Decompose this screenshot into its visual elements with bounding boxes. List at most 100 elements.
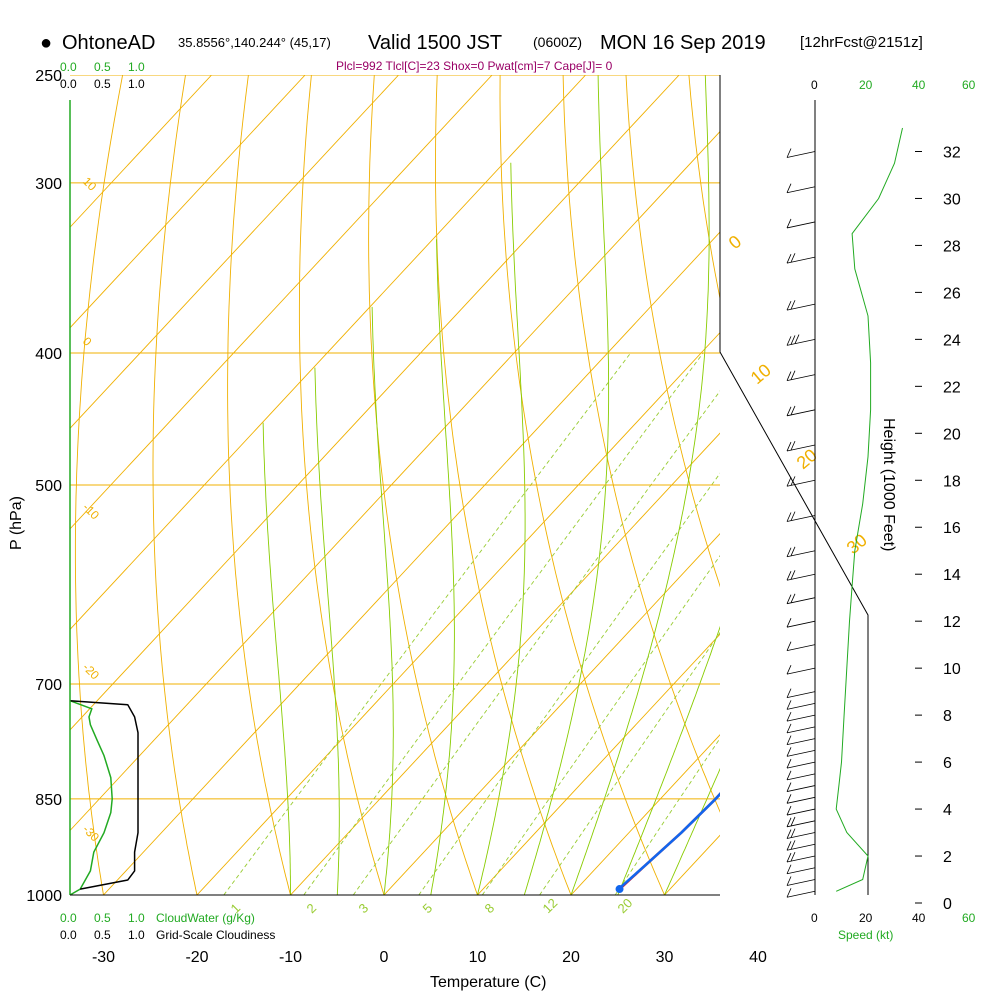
wind-barb-flag [786, 735, 792, 745]
wind-barb-flag [790, 593, 796, 603]
header: ● OhtoneAD 35.8556°,140.244° (45,17) Val… [40, 32, 923, 73]
chart-right-boundary [719, 75, 869, 895]
mixing-ratio-label: 20 [615, 895, 636, 916]
site-coords: 35.8556°,140.244° (45,17) [178, 35, 331, 50]
dry-adiabat [752, 75, 1000, 895]
cw-top-tick-0: 0.0 [60, 60, 77, 74]
height-tick-label: 10 [943, 661, 961, 678]
isotherm-label: 10 [80, 174, 100, 194]
temperature-tick-label: 10 [469, 949, 487, 966]
moist-adiabat [617, 625, 720, 896]
moist-adiabat [523, 75, 610, 896]
wind-barb-flag [790, 335, 796, 345]
height-tick-label: 28 [943, 238, 961, 255]
moist-adiabat [314, 367, 340, 896]
pressure-tick-label: 250 [35, 68, 62, 85]
wind-barb-flag [786, 183, 792, 193]
dry-adiabat [688, 75, 720, 301]
mixing-ratio-label: 8 [482, 900, 498, 916]
mixing-ratio-line [539, 631, 720, 896]
wind-barb-flag [786, 817, 792, 827]
cw-bottom-tick-2: 1.0 [128, 911, 145, 925]
moist-adiabat [262, 422, 291, 895]
wind-barb-flag [786, 441, 792, 452]
cw-bottom-label: CloudWater (g/Kg) [156, 911, 255, 925]
pressure-axis-label: P (hPa) [8, 496, 25, 550]
wind-barb-flag [790, 370, 796, 380]
gsc-top-tick-1: 0.5 [94, 77, 111, 91]
gsc-bottom-tick-1: 0.5 [94, 928, 111, 942]
wind-barb-flag [786, 711, 792, 722]
mixing-ratio-line [418, 472, 720, 896]
moist-adiabat [477, 162, 526, 896]
height-tick-label: 22 [943, 379, 961, 396]
dry-adiabat [562, 75, 720, 813]
height-tick-label: 4 [943, 802, 952, 819]
wind-barb-flag [786, 770, 792, 780]
wind-barb [786, 890, 816, 898]
wind-barb-flag [786, 477, 792, 487]
wind-barb [786, 338, 816, 346]
wind-barb-flag [786, 747, 792, 757]
wind-barb [786, 256, 816, 264]
height-tick-label: 12 [943, 614, 961, 631]
pressure-tick-label: 300 [35, 176, 62, 193]
plot-area [70, 75, 1000, 896]
gsc-top-tick-0: 0.0 [60, 77, 77, 91]
bottom-left-scales: 0.0 0.5 1.0 CloudWater (g/Kg) 0.0 0.5 1.… [60, 911, 275, 942]
temperature-axis-label: Temperature (C) [430, 974, 546, 991]
wind-barb-flag [786, 841, 792, 851]
speed-axis-label: Speed (kt) [838, 928, 893, 942]
cw-top-tick-1: 0.5 [94, 60, 111, 74]
wind-barb [786, 221, 816, 229]
pressure-tick-label: 500 [35, 478, 62, 495]
height-tick-label: 0 [943, 896, 952, 913]
wind-barb [786, 550, 816, 558]
mixing-ratio-line [481, 555, 720, 896]
wind-barb [786, 773, 816, 781]
wind-barb-flag [786, 829, 792, 839]
wind-barb-flag [794, 334, 800, 344]
wind-barb-flag [786, 218, 792, 229]
mixing-ratio-label: 5 [420, 900, 436, 916]
mixing-ratio-line [352, 390, 720, 896]
mixing-ratio-line [303, 352, 704, 896]
moist-adiabat [371, 306, 394, 896]
wind-barb-flag [790, 546, 796, 556]
height-tick-label: 6 [943, 755, 952, 772]
gsc-bottom-label: Grid-Scale Cloudiness [156, 928, 275, 942]
wind-barb [786, 573, 816, 581]
wind-barb [786, 714, 816, 722]
temperature-tick-label: 0 [380, 949, 389, 966]
wind-barb [786, 879, 816, 886]
isotherm-right-label: 0 [725, 231, 746, 253]
wind-barb-flag [786, 876, 792, 886]
wind-barb-flag [790, 253, 796, 263]
isotherm-label: -20 [80, 660, 102, 682]
wind-barb-flag [790, 828, 796, 838]
cloudiness-line [69, 699, 139, 890]
speed-top-black-0: 0 [811, 78, 818, 92]
wind-speed-line [835, 127, 903, 892]
wind-barb [786, 808, 816, 816]
dewpoint-line [617, 792, 720, 891]
moist-adiabat [430, 239, 455, 896]
mixing-ratio-label: 2 [304, 900, 320, 916]
wind-barb-flag [790, 300, 796, 310]
height-tick-label: 16 [943, 520, 961, 537]
temperature-tick-label: -10 [279, 949, 302, 966]
height-tick-label: 32 [943, 144, 961, 161]
wind-barb [786, 515, 816, 522]
isotherm [70, 75, 306, 329]
isotherm-label: 0 [80, 334, 95, 349]
wind-barb-flag [790, 440, 796, 451]
wind-barb [786, 479, 816, 487]
wind-barb-flag [786, 594, 792, 604]
mixing-ratio-line [223, 352, 631, 896]
wind-barb-flag [786, 406, 792, 416]
wind-barb-flag [786, 547, 792, 557]
cloud-water-line [69, 699, 113, 896]
wind-barb-flag [786, 618, 792, 628]
moist-adiabat [570, 75, 710, 896]
wind-barb [786, 667, 816, 675]
